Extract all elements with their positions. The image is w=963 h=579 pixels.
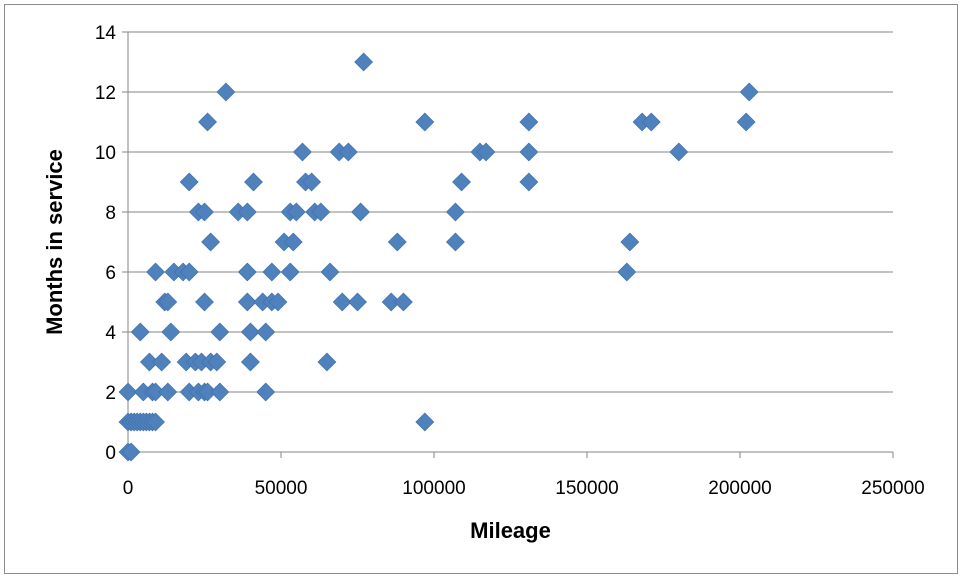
data-point — [280, 262, 300, 282]
data-point — [739, 82, 759, 102]
data-point — [320, 262, 340, 282]
data-point — [118, 382, 138, 402]
y-tick-label: 0 — [105, 443, 116, 464]
data-point — [311, 202, 331, 222]
data-point — [146, 262, 165, 282]
data-point — [354, 52, 374, 72]
data-point — [158, 382, 178, 402]
data-point — [268, 292, 288, 312]
data-point — [146, 412, 165, 432]
data-point — [262, 262, 282, 282]
data-point — [195, 202, 214, 222]
data-point — [161, 322, 181, 342]
y-tick-label: 6 — [105, 263, 116, 284]
x-tick-label: 100000 — [402, 478, 465, 499]
data-point — [237, 292, 257, 312]
data-point — [669, 142, 689, 162]
y-tick-label: 4 — [105, 323, 116, 344]
data-point — [201, 232, 221, 252]
x-tick-label: 150000 — [555, 478, 618, 499]
data-point — [286, 202, 306, 222]
data-point — [393, 292, 413, 312]
data-point — [351, 202, 370, 222]
data-point — [158, 292, 178, 312]
x-tick-labels: 0 50000 100000 150000 200000 250000 — [123, 478, 925, 499]
data-point — [292, 142, 312, 162]
data-point — [207, 352, 227, 372]
data-point — [415, 112, 435, 132]
data-point — [302, 172, 322, 192]
data-point — [736, 112, 756, 132]
data-point — [452, 172, 471, 192]
data-point — [130, 322, 150, 342]
data-point — [332, 292, 352, 312]
data-point — [240, 322, 260, 342]
data-point — [195, 292, 214, 312]
data-point — [210, 322, 230, 342]
y-tick-label: 8 — [105, 203, 116, 224]
chart-frame — [4, 4, 958, 574]
data-points — [118, 52, 759, 462]
data-point — [237, 262, 257, 282]
data-point — [617, 262, 637, 282]
data-point — [519, 142, 539, 162]
data-point — [121, 442, 141, 462]
data-point — [415, 412, 435, 432]
x-tick-label: 250000 — [861, 478, 924, 499]
y-tick-label: 2 — [105, 383, 116, 404]
data-point — [387, 232, 407, 252]
data-point — [338, 142, 358, 162]
y-axis-title: Months in service — [42, 149, 67, 335]
data-point — [476, 142, 496, 162]
data-point — [348, 292, 367, 312]
data-point — [210, 382, 230, 402]
data-point — [641, 112, 661, 132]
data-point — [198, 112, 217, 132]
x-tick-label: 200000 — [708, 478, 771, 499]
axes — [122, 31, 894, 458]
y-tick-label: 14 — [95, 23, 117, 44]
data-point — [256, 382, 276, 402]
data-point — [179, 262, 199, 282]
data-point — [152, 352, 172, 372]
data-point — [445, 202, 465, 222]
data-point — [620, 232, 640, 252]
x-axis-title: Mileage — [470, 518, 551, 543]
data-point — [317, 352, 337, 372]
data-point — [216, 82, 236, 102]
data-point — [283, 232, 303, 252]
x-tick-label: 50000 — [255, 478, 308, 499]
data-point — [445, 232, 465, 252]
data-point — [256, 322, 276, 342]
y-tick-labels: 0 2 4 6 8 10 12 14 — [95, 23, 117, 464]
data-point — [519, 112, 539, 132]
data-point — [519, 172, 539, 192]
data-point — [179, 172, 199, 192]
y-tick-label: 12 — [95, 83, 116, 104]
x-tick-label: 0 — [123, 478, 134, 499]
data-point — [240, 352, 260, 372]
data-point — [237, 202, 257, 222]
y-tick-label: 10 — [95, 143, 116, 164]
data-point — [244, 172, 263, 192]
